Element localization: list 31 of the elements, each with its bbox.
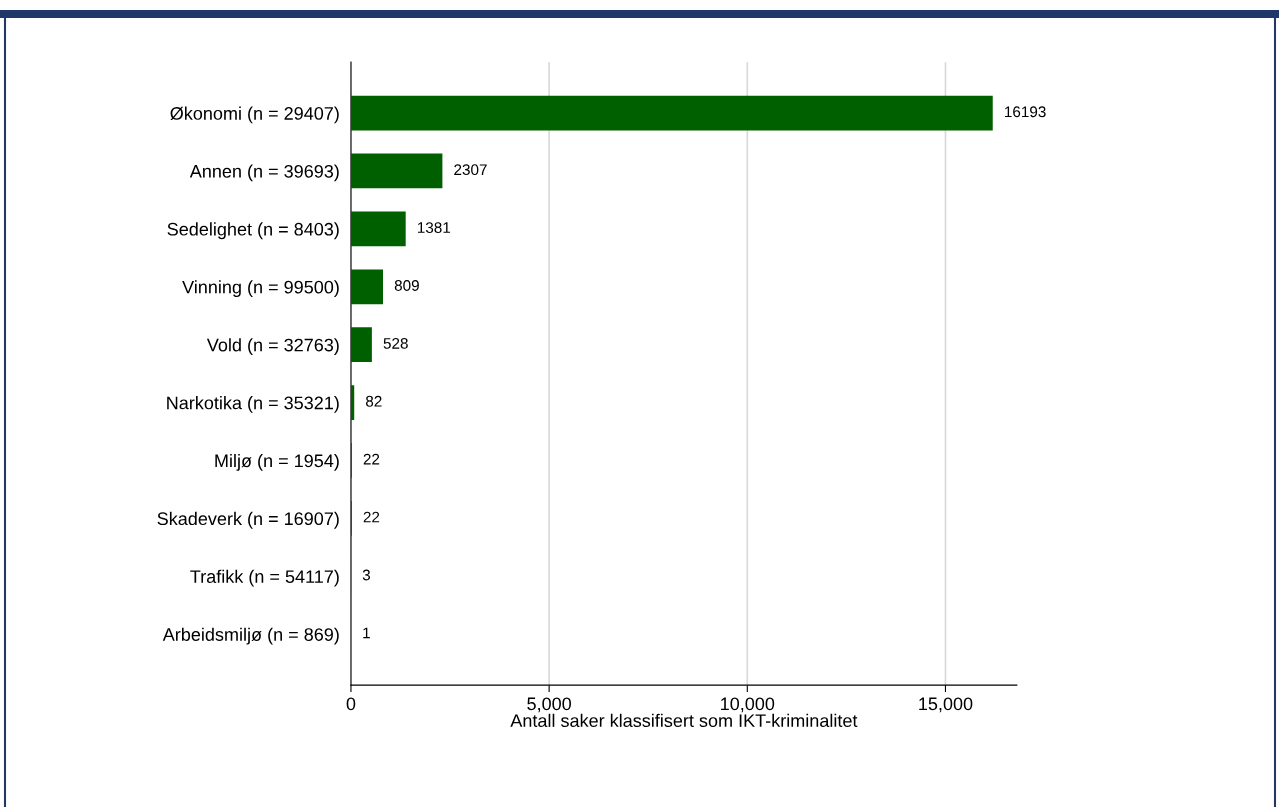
data-label: 22	[363, 453, 380, 465]
y-tick-label: Annen (n = 39693)	[189, 164, 339, 182]
y-tick-label: Narkotika (n = 35321)	[167, 396, 339, 413]
bar	[350, 211, 406, 247]
y-tick-label: Arbeidsmiljø (n = 869)	[162, 627, 339, 645]
data-label: 22	[363, 511, 380, 523]
y-tick-label: Skadeverk (n = 16907)	[157, 511, 339, 529]
y-tick-label: Vinning (n = 99500)	[182, 280, 339, 298]
bar	[350, 95, 993, 131]
bar	[350, 385, 355, 420]
data-label: 1381	[417, 222, 451, 233]
data-label: 3	[362, 569, 371, 581]
data-label: 82	[365, 395, 382, 407]
data-label: 16193	[1005, 106, 1046, 118]
bar	[350, 327, 372, 363]
y-tick-label: Trafikk (n = 54117)	[190, 569, 339, 587]
y-tick-label: Sedelighet (n = 8403)	[167, 222, 339, 240]
data-label: 1	[363, 627, 370, 639]
x-tick-label: 5,000	[527, 697, 572, 713]
x-tick-label: 15,000	[919, 697, 973, 713]
data-label: 809	[394, 280, 419, 291]
x-tick-label: 0	[346, 697, 356, 711]
data-label: 2307	[454, 164, 487, 176]
bar	[350, 153, 443, 189]
y-tick-label: Vold (n = 32763)	[206, 338, 339, 355]
x-axis-title: Antall saker klassifisert som IKT-kriminalitet	[510, 713, 858, 728]
y-tick-label: Økonomi (n = 29407)	[170, 106, 339, 124]
x-tick-label: 10,000	[721, 697, 775, 713]
bar	[350, 269, 384, 305]
data-label: 528	[383, 337, 408, 349]
y-tick-label: Miljø (n = 1954)	[215, 453, 339, 471]
